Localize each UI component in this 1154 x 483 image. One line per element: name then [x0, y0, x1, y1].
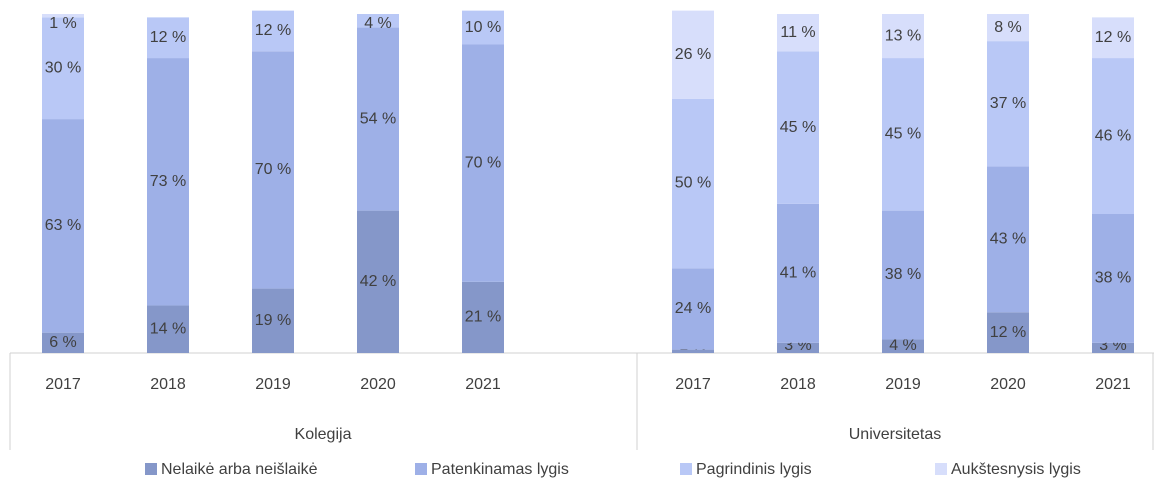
bar-segment	[357, 210, 399, 353]
x-tick-label: 2017	[45, 376, 81, 393]
bar-segment	[987, 312, 1029, 353]
x-tick-label: 2021	[465, 376, 501, 393]
legend-swatch	[680, 463, 692, 475]
bar-segment	[42, 17, 84, 120]
bar-segment	[672, 349, 714, 353]
bar-segment	[252, 10, 294, 52]
data-label: 43 %	[990, 231, 1026, 248]
data-label: 13 %	[885, 27, 921, 44]
legend-label: Nelaikė arba neišlaikė	[161, 461, 318, 478]
x-tick-label: 2019	[885, 376, 921, 393]
bar-segment	[147, 305, 189, 353]
data-label: 46 %	[1095, 127, 1131, 144]
data-label: 73 %	[150, 173, 186, 190]
data-label: 4 %	[364, 15, 392, 32]
data-label: 14 %	[150, 320, 186, 337]
data-label: 38 %	[1095, 270, 1131, 287]
bar-segment	[987, 14, 1029, 42]
group-label: Universitetas	[849, 426, 941, 443]
data-label: 37 %	[990, 95, 1026, 112]
bar-segment	[462, 10, 504, 45]
bar-segment	[672, 10, 714, 99]
data-label: 12 %	[990, 324, 1026, 341]
bar-segment	[987, 41, 1029, 167]
data-label: 54 %	[360, 110, 396, 127]
legend-swatch	[935, 463, 947, 475]
data-label: 6 %	[49, 334, 77, 351]
data-label: 1 %	[49, 15, 77, 32]
x-tick-label: 2020	[360, 376, 396, 393]
data-label: 11 %	[780, 24, 815, 41]
bar-segment	[357, 27, 399, 211]
bar-segment	[1092, 342, 1134, 353]
bar-segment	[462, 281, 504, 353]
bar-segment	[357, 14, 399, 28]
data-label: 42 %	[360, 273, 396, 290]
bar-segment	[882, 210, 924, 340]
bar-segment	[882, 14, 924, 59]
bar-segment	[462, 44, 504, 282]
data-label: 45 %	[780, 119, 816, 136]
data-label: 10 %	[465, 19, 501, 36]
data-label: 63 %	[45, 217, 81, 234]
bar-segment	[252, 51, 294, 289]
group-label: Kolegija	[295, 426, 352, 443]
bar-segment	[1092, 58, 1134, 215]
data-label: 4 %	[889, 337, 917, 354]
x-tick-label: 2021	[1095, 376, 1131, 393]
bar-segment	[672, 98, 714, 269]
data-label: 45 %	[885, 126, 921, 143]
data-label: 70 %	[255, 161, 291, 178]
bar-segment	[1092, 17, 1134, 59]
data-label: 12 %	[1095, 29, 1131, 46]
data-label: 21 %	[465, 309, 501, 326]
bar-segment	[672, 268, 714, 350]
data-label: 70 %	[465, 154, 501, 171]
data-label: 12 %	[150, 29, 186, 46]
bar-segment	[147, 17, 189, 59]
bar-segment	[777, 51, 819, 204]
x-tick-label: 2019	[255, 376, 291, 393]
bar-segment	[147, 58, 189, 306]
data-label: 12 %	[255, 22, 291, 39]
x-tick-label: 2018	[780, 376, 816, 393]
bar-segment	[777, 342, 819, 353]
bar-segment	[252, 288, 294, 353]
legend-swatch	[145, 463, 157, 475]
legend-label: Aukštesnysis lygis	[951, 461, 1081, 478]
data-label: 41 %	[780, 265, 816, 282]
data-label: 8 %	[994, 19, 1022, 36]
bar-segment	[777, 14, 819, 52]
bar-segment	[777, 203, 819, 343]
data-label: 30 %	[45, 59, 81, 76]
bar-segment	[42, 332, 84, 353]
x-tick-label: 2017	[675, 376, 711, 393]
data-label: 19 %	[255, 312, 291, 329]
bar-segment	[882, 58, 924, 211]
data-label: 38 %	[885, 266, 921, 283]
legend-label: Pagrindinis lygis	[696, 461, 812, 478]
bar-segment	[1092, 214, 1134, 343]
x-tick-label: 2018	[150, 376, 186, 393]
data-label: 24 %	[675, 300, 711, 317]
bar-segment	[42, 14, 84, 18]
legend-swatch	[415, 463, 427, 475]
x-tick-label: 2020	[990, 376, 1026, 393]
data-label: 50 %	[675, 175, 711, 192]
data-label: 26 %	[675, 46, 711, 63]
bar-segment	[987, 166, 1029, 313]
bar-segment	[42, 119, 84, 333]
bar-segment	[882, 339, 924, 353]
legend-label: Patenkinamas lygis	[431, 461, 569, 478]
